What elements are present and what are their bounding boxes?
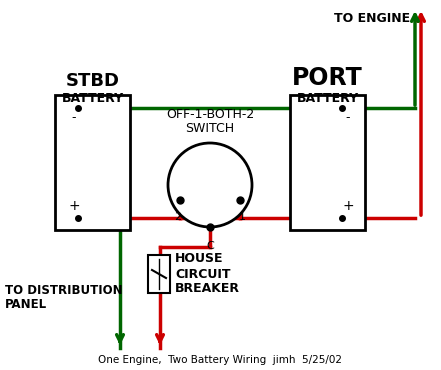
Text: C: C xyxy=(206,241,214,251)
Text: STBD: STBD xyxy=(66,72,120,90)
Text: One Engine,  Two Battery Wiring  jimh  5/25/02: One Engine, Two Battery Wiring jimh 5/25… xyxy=(98,355,343,365)
Text: OFF-1-BOTH-2: OFF-1-BOTH-2 xyxy=(166,108,254,121)
Circle shape xyxy=(168,143,252,227)
Text: TO DISTRIBUTION: TO DISTRIBUTION xyxy=(5,283,123,296)
Text: 2: 2 xyxy=(175,212,182,222)
Text: -: - xyxy=(72,111,76,124)
Text: HOUSE
CIRCUIT
BREAKER: HOUSE CIRCUIT BREAKER xyxy=(175,252,240,296)
Bar xyxy=(290,95,365,230)
Text: 1: 1 xyxy=(239,212,246,222)
Text: TO ENGINE: TO ENGINE xyxy=(334,12,410,25)
Bar xyxy=(148,255,170,293)
Text: PANEL: PANEL xyxy=(5,299,47,312)
Text: +: + xyxy=(68,199,80,213)
Text: SWITCH: SWITCH xyxy=(185,122,235,135)
Text: BATTERY: BATTERY xyxy=(61,92,123,105)
Text: BATTERY: BATTERY xyxy=(296,92,359,105)
Text: -: - xyxy=(346,111,350,124)
Text: PORT: PORT xyxy=(292,66,363,90)
Bar xyxy=(55,95,130,230)
Text: +: + xyxy=(342,199,354,213)
